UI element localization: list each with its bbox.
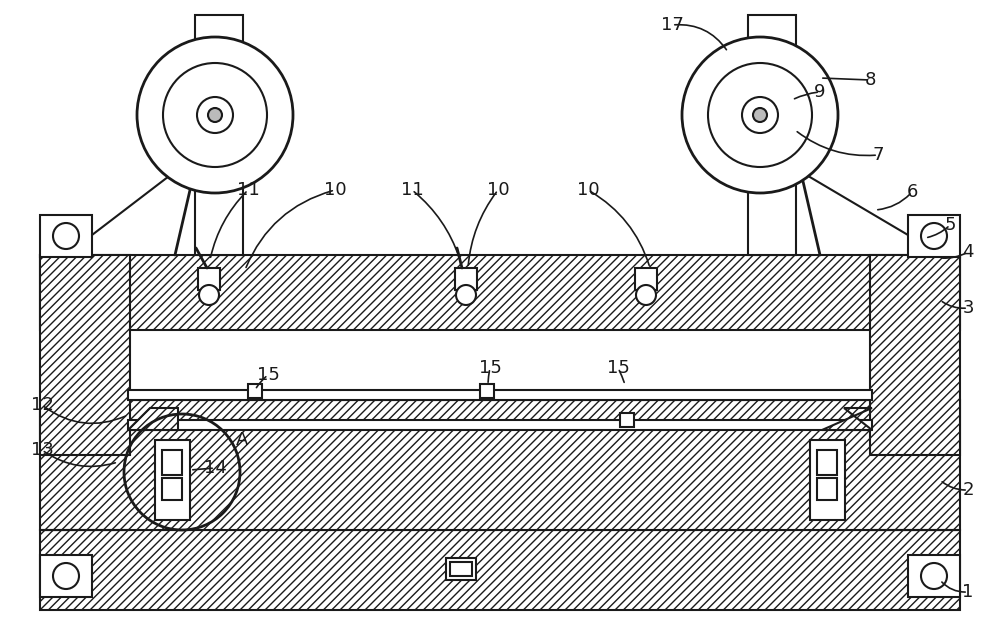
- Bar: [817, 478, 837, 500]
- Text: 14: 14: [204, 459, 226, 477]
- Text: 15: 15: [607, 359, 629, 377]
- Bar: [908, 215, 960, 257]
- Polygon shape: [128, 408, 178, 430]
- Circle shape: [137, 37, 293, 193]
- Circle shape: [199, 285, 219, 305]
- Bar: [155, 440, 190, 520]
- Text: 10: 10: [577, 181, 599, 199]
- Bar: [446, 558, 476, 580]
- Bar: [40, 555, 92, 597]
- Circle shape: [197, 97, 233, 133]
- Bar: [128, 420, 872, 430]
- Text: 12: 12: [31, 396, 53, 414]
- Bar: [450, 562, 472, 576]
- Bar: [635, 268, 657, 290]
- Circle shape: [456, 285, 476, 305]
- Bar: [40, 530, 960, 610]
- Text: A: A: [236, 431, 248, 449]
- Bar: [128, 390, 872, 400]
- Bar: [810, 440, 845, 520]
- Bar: [40, 400, 960, 530]
- Circle shape: [636, 285, 656, 305]
- Circle shape: [682, 37, 838, 193]
- Text: 11: 11: [401, 181, 423, 199]
- Circle shape: [53, 563, 79, 589]
- Bar: [40, 215, 92, 257]
- Text: 13: 13: [31, 441, 53, 459]
- Text: 15: 15: [479, 359, 501, 377]
- Text: 9: 9: [814, 83, 826, 101]
- Bar: [162, 450, 182, 475]
- Text: 11: 11: [237, 181, 259, 199]
- Circle shape: [921, 563, 947, 589]
- Text: 10: 10: [487, 181, 509, 199]
- Bar: [248, 384, 262, 398]
- Text: 10: 10: [324, 181, 346, 199]
- Bar: [162, 478, 182, 500]
- Text: 8: 8: [864, 71, 876, 89]
- Text: 2: 2: [962, 481, 974, 499]
- Circle shape: [163, 63, 267, 167]
- Bar: [480, 384, 494, 398]
- Bar: [40, 255, 960, 330]
- Bar: [620, 413, 634, 427]
- Bar: [870, 255, 960, 455]
- Bar: [198, 268, 220, 290]
- Text: 17: 17: [661, 16, 683, 34]
- Bar: [40, 255, 130, 455]
- Polygon shape: [822, 408, 872, 430]
- Text: 7: 7: [872, 146, 884, 164]
- Text: 5: 5: [944, 216, 956, 234]
- Circle shape: [921, 223, 947, 249]
- Text: 15: 15: [257, 366, 279, 384]
- Circle shape: [53, 223, 79, 249]
- Circle shape: [708, 63, 812, 167]
- Circle shape: [208, 108, 222, 122]
- Text: 6: 6: [906, 183, 918, 201]
- Text: 4: 4: [962, 243, 974, 261]
- Circle shape: [753, 108, 767, 122]
- Bar: [195, 15, 243, 255]
- Bar: [908, 555, 960, 597]
- Bar: [748, 15, 796, 255]
- Text: 3: 3: [962, 299, 974, 317]
- Bar: [455, 268, 477, 290]
- Bar: [817, 450, 837, 475]
- Text: 1: 1: [962, 583, 974, 601]
- Circle shape: [742, 97, 778, 133]
